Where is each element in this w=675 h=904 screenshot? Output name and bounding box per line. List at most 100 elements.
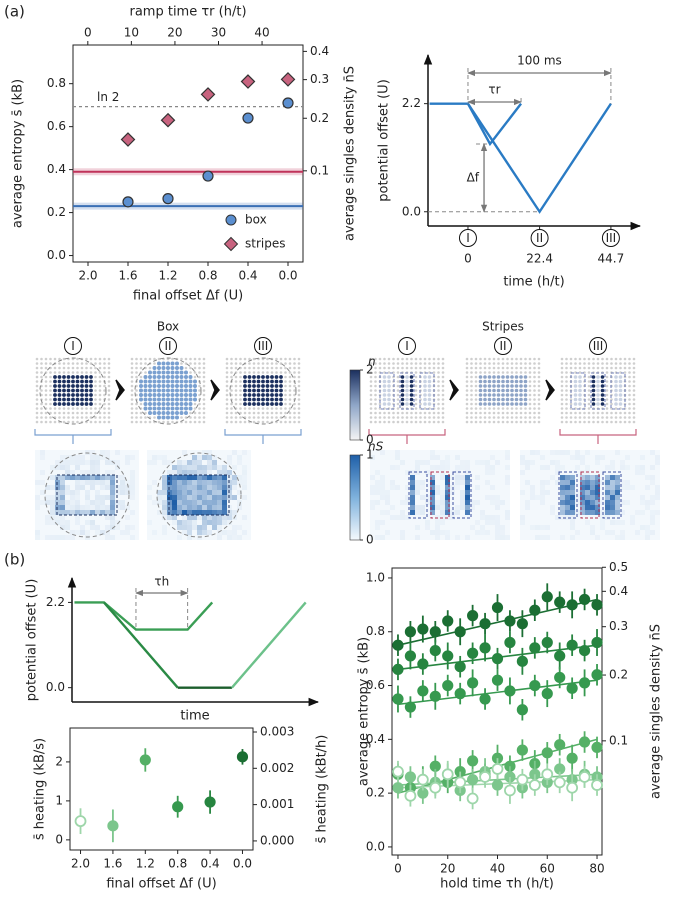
data-point [591, 599, 603, 611]
lattice-site [188, 379, 193, 384]
y-axis-label: s̄ heating (kB/s) [33, 738, 48, 840]
lattice-site [252, 407, 256, 410]
lattice-site [243, 411, 247, 415]
lattice-site [84, 375, 89, 379]
lattice-site [560, 411, 564, 415]
lattice-site [428, 371, 431, 374]
lattice-site [591, 402, 596, 406]
colorbar-label: n [368, 355, 376, 369]
lattice-site [383, 407, 386, 410]
lattice-site [53, 366, 57, 370]
lattice-site [162, 420, 165, 424]
zoom-pixel [370, 485, 375, 490]
lattice-site [419, 371, 422, 374]
lattice-site [401, 357, 404, 361]
zoom-pixel [560, 500, 565, 505]
zoom-pixel [495, 460, 500, 465]
lattice-site [401, 366, 404, 370]
zoom-pixel [505, 515, 510, 520]
lattice-site [414, 420, 418, 424]
lattice-site [423, 371, 427, 374]
lattice-site [202, 389, 206, 392]
zoom-pixel [85, 505, 90, 510]
lattice-site [66, 375, 71, 379]
lattice-site [600, 393, 605, 397]
lattice-site [130, 362, 134, 365]
lattice-site [239, 362, 242, 365]
lattice-site [175, 379, 179, 384]
lattice-site [166, 366, 170, 370]
lattice-site [94, 357, 97, 361]
lattice-site [152, 384, 157, 388]
zoom-pixel [610, 475, 615, 480]
lattice-site [592, 362, 595, 365]
lattice-site [392, 384, 395, 388]
data-point [416, 773, 429, 786]
lattice-site [243, 393, 247, 397]
zoom-pixel [495, 505, 500, 510]
legend-label: box [245, 213, 267, 227]
zoom-pixel [650, 450, 655, 455]
zoom-pixel [202, 465, 207, 470]
zoom-pixel [50, 505, 55, 510]
zoom-pixel [390, 485, 395, 490]
lattice-site [130, 411, 134, 415]
zoom-pixel [40, 480, 45, 485]
zoom-pixel [35, 480, 40, 485]
data-point [504, 615, 516, 627]
lattice-site [279, 397, 283, 402]
lattice-site [284, 420, 287, 424]
lattice-site [369, 416, 373, 419]
lattice-site [492, 416, 496, 419]
lattice-site [383, 420, 386, 424]
stripe-outline [570, 372, 586, 410]
lattice-site [605, 416, 609, 419]
lattice-site [470, 357, 473, 361]
zoom-pixel [485, 465, 490, 470]
data-point [578, 593, 591, 606]
lattice-site [184, 384, 188, 388]
zoom-pixel [192, 495, 197, 500]
zoom-pixel [217, 520, 222, 525]
lattice-site [58, 366, 61, 370]
zoom-pixel [177, 470, 182, 475]
lattice-site [266, 371, 269, 374]
zoom-pixel [585, 490, 590, 495]
zoom-pixel [445, 460, 450, 465]
zoom-pixel [465, 485, 470, 490]
zoom-pixel [192, 505, 197, 510]
y-tick-label: 2.2 [402, 96, 421, 110]
zoom-pixel [192, 485, 197, 490]
data-point [554, 739, 566, 751]
lattice-site [515, 411, 518, 415]
lattice-site [369, 357, 373, 361]
zoom-pixel [212, 495, 217, 500]
lattice-site [369, 389, 373, 392]
data-point [516, 704, 528, 716]
line-series [429, 102, 612, 214]
zoom-pixel [60, 465, 65, 470]
zoom-pixel [620, 500, 625, 505]
lattice-site [441, 420, 445, 424]
lattice-site [243, 371, 247, 374]
lattice-site [35, 402, 39, 406]
x2-axis-label: ramp time τr (h/t) [129, 5, 246, 20]
lattice-site [243, 388, 247, 393]
lattice-site [423, 397, 427, 402]
zoom-pixel [80, 480, 85, 485]
data-point [242, 112, 254, 124]
lattice-site [632, 371, 636, 374]
zoom-pixel [410, 495, 415, 500]
zoom-pixel [187, 510, 192, 515]
zoom-pixel [565, 500, 570, 505]
lattice-site [565, 371, 568, 374]
zoom-pixel [615, 480, 620, 485]
lattice-site [428, 411, 431, 415]
lattice-site [35, 389, 39, 392]
lattice-site [98, 357, 102, 361]
zoom-pixel [625, 455, 630, 460]
zoom-pixel [40, 470, 45, 475]
zoom-pixel [130, 470, 135, 475]
lattice-site [569, 366, 573, 370]
lattice-site [243, 397, 247, 402]
